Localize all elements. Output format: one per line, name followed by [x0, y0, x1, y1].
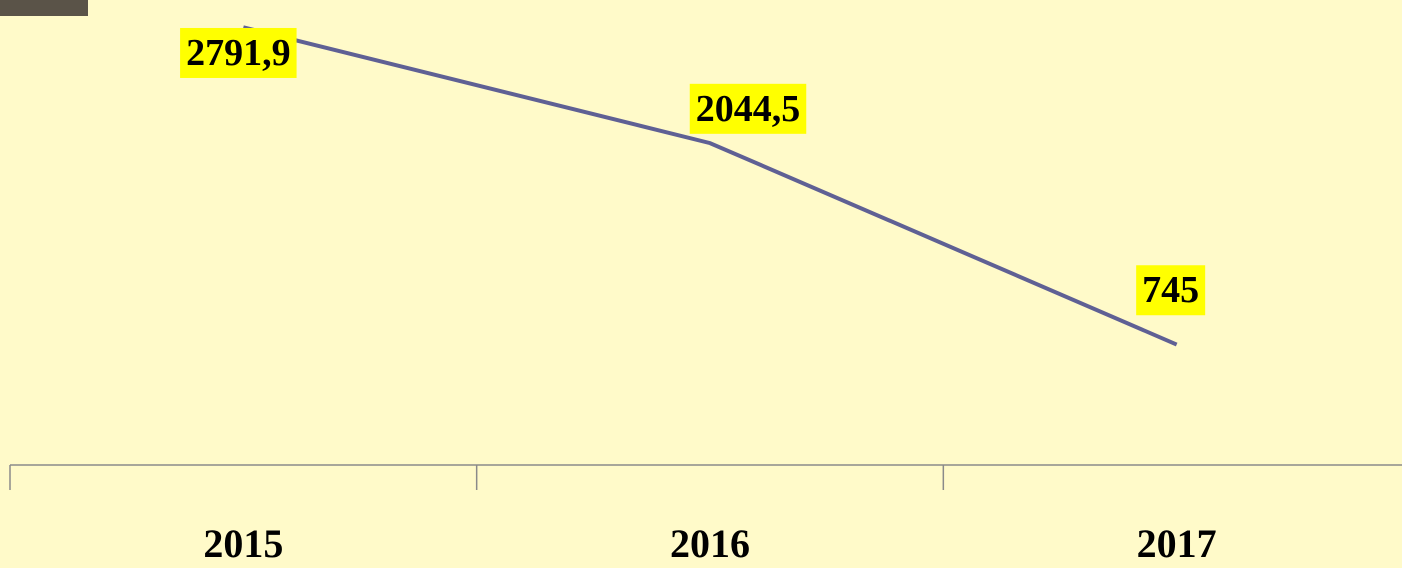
value-label: 2791,9	[186, 32, 291, 74]
x-tick-label: 2016	[670, 521, 750, 566]
value-label: 745	[1142, 269, 1199, 311]
x-tick-label: 2015	[203, 521, 283, 566]
x-tick-label: 2017	[1137, 521, 1217, 566]
chart: 2015 2016 2017 2791,9 2044,5 745	[0, 0, 1402, 568]
page: 2015201620172791,92044,5745 (() => { con…	[0, 0, 1402, 568]
value-label: 2044,5	[696, 88, 801, 130]
corner-image	[0, 0, 88, 16]
